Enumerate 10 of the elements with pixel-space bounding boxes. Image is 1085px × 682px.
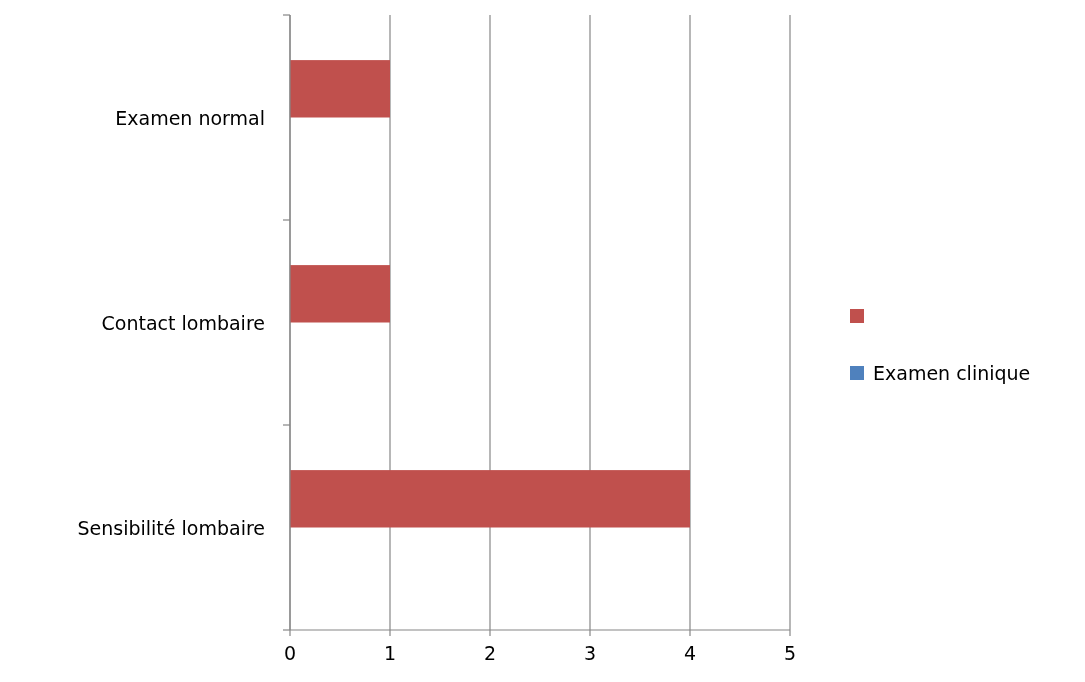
x-tick-label: 3 bbox=[583, 642, 597, 664]
x-tick-label: 0 bbox=[283, 642, 297, 664]
x-tick-label: 2 bbox=[483, 642, 497, 664]
y-tick-label: Sensibilité lombaire bbox=[77, 516, 265, 539]
x-tick-label: 1 bbox=[383, 642, 397, 664]
y-tick-label: Examen normal bbox=[115, 106, 265, 129]
x-tick-label: 5 bbox=[783, 642, 797, 664]
legend-label: Examen clinique bbox=[873, 362, 1031, 384]
x-tick-label: 4 bbox=[683, 642, 697, 664]
y-tick-label: Contact lombaire bbox=[101, 311, 265, 334]
